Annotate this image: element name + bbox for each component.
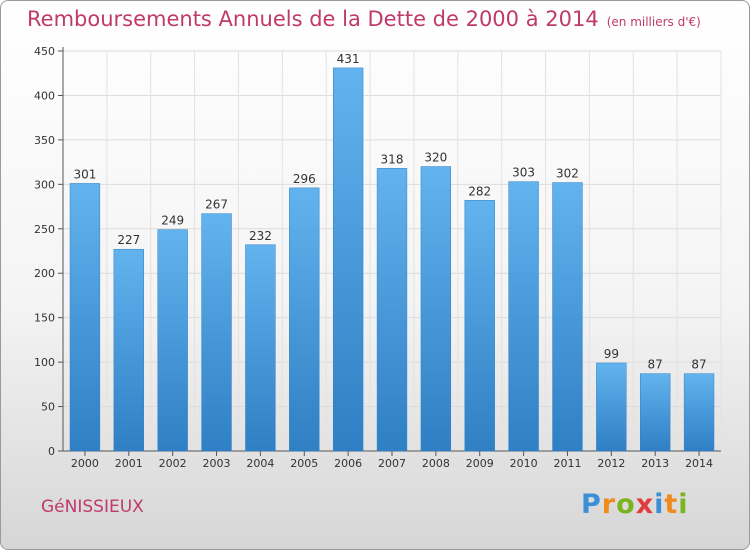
bar-2012 <box>596 362 627 452</box>
bar-2010 <box>508 181 539 452</box>
x-tick-label-2009: 2009 <box>466 457 494 470</box>
value-label-2000: 301 <box>73 167 96 181</box>
chart-title-text: Remboursements Annuels de la Dette de 20… <box>27 7 599 31</box>
value-label-2004: 232 <box>249 229 272 243</box>
x-tick-label-2000: 2000 <box>71 457 99 470</box>
bar-2011 <box>552 182 583 452</box>
y-tick-label: 250 <box>34 223 55 236</box>
value-label-2009: 282 <box>468 184 491 198</box>
logo-letter: i <box>678 489 689 520</box>
y-tick-label: 200 <box>34 267 55 280</box>
x-tick-label-2014: 2014 <box>685 457 713 470</box>
value-label-2002: 249 <box>161 214 184 228</box>
chart-title: Remboursements Annuels de la Dette de 20… <box>27 7 701 31</box>
x-tick-label-2008: 2008 <box>422 457 450 470</box>
x-tick-label-2007: 2007 <box>378 457 406 470</box>
logo-letter: i <box>654 489 665 520</box>
y-tick-label: 300 <box>34 178 55 191</box>
x-tick-label-2006: 2006 <box>334 457 362 470</box>
y-tick-label: 450 <box>34 45 55 58</box>
x-tick-label-2005: 2005 <box>290 457 318 470</box>
value-label-2010: 303 <box>512 166 535 180</box>
value-label-2001: 227 <box>117 233 140 247</box>
x-tick-label-2001: 2001 <box>115 457 143 470</box>
value-label-2013: 87 <box>648 358 663 372</box>
value-label-2011: 302 <box>556 167 579 181</box>
bar-2001 <box>113 248 144 452</box>
bar-2008 <box>420 166 452 452</box>
value-label-2006: 431 <box>337 52 360 66</box>
bar-2005 <box>289 187 320 452</box>
y-tick-label: 350 <box>34 134 55 147</box>
x-tick-label-2013: 2013 <box>641 457 669 470</box>
logo-letter: o <box>616 489 636 520</box>
logo-letter: t <box>664 489 679 520</box>
bar-2009 <box>464 200 495 452</box>
bar-2006 <box>332 67 364 452</box>
y-tick-label: 0 <box>48 445 55 458</box>
value-label-2008: 320 <box>424 151 447 165</box>
value-label-2012: 99 <box>604 347 619 361</box>
bar-2003 <box>201 213 232 452</box>
bar-2000 <box>69 183 101 452</box>
y-tick-label: 150 <box>34 312 55 325</box>
x-tick-label-2012: 2012 <box>597 457 625 470</box>
x-tick-label-2002: 2002 <box>159 457 187 470</box>
commune-name: GéNISSIEUX <box>41 497 144 517</box>
x-tick-label-2003: 2003 <box>203 457 231 470</box>
logo-letter: x <box>635 489 655 520</box>
value-label-2007: 318 <box>381 152 404 166</box>
value-label-2003: 267 <box>205 198 228 212</box>
bar-2013 <box>640 373 671 452</box>
logo-letter: r <box>601 489 617 520</box>
y-tick-label: 100 <box>34 356 55 369</box>
x-tick-label-2011: 2011 <box>553 457 581 470</box>
bar-2004 <box>245 244 276 452</box>
y-tick-label: 400 <box>34 89 55 102</box>
bar-2002 <box>157 229 188 452</box>
proxiti-logo: Proxiti <box>581 489 689 520</box>
chart-unit: (en milliers d'€) <box>606 15 701 29</box>
value-label-2014: 87 <box>691 358 706 372</box>
x-tick-label-2004: 2004 <box>246 457 274 470</box>
bars <box>69 67 715 452</box>
logo-letter: P <box>581 489 602 520</box>
x-tick-label-2010: 2010 <box>510 457 538 470</box>
value-label-2005: 296 <box>293 172 316 186</box>
labels: 301 2000 227 2001 249 2002 267 2003 232 2004 296 20… <box>71 52 713 470</box>
bar-2007 <box>376 168 408 452</box>
y-tick-label: 50 <box>41 401 55 414</box>
bar-2014 <box>683 373 715 452</box>
